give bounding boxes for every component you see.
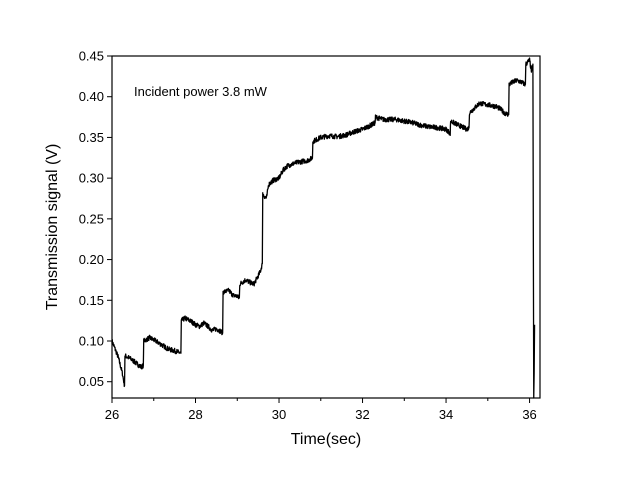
y-tick-label: 0.35 [79,130,104,145]
x-axis-title: Time(sec) [291,431,362,448]
y-tick-label: 0.30 [79,171,104,186]
y-tick-label: 0.25 [79,211,104,226]
y-tick-label: 0.20 [79,252,104,267]
x-tick-label: 26 [105,407,119,422]
x-tick-label: 32 [355,407,369,422]
x-tick-label: 30 [272,407,286,422]
y-tick-label: 0.05 [79,374,104,389]
x-tick-label: 36 [522,407,536,422]
y-tick-label: 0.40 [79,89,104,104]
x-tick-label: 28 [188,407,202,422]
plot-frame [111,55,541,399]
trace-layer [111,57,536,399]
y-axis-ticks: 0.05 0.10 0.15 0.20 0.25 0.30 0.35 0.40 0.45 [79,49,112,389]
series-line-transmission [111,57,536,399]
chart-annotation: Incident power 3.8 mW [134,84,268,99]
y-tick-label: 0.45 [79,49,104,64]
y-axis-title: Transmission signal (V) [44,144,61,311]
y-tick-label: 0.10 [79,334,104,349]
y-tick-label: 0.15 [79,293,104,308]
x-axis-ticks: 26 28 30 32 34 36 [105,398,537,422]
x-tick-label: 34 [439,407,453,422]
